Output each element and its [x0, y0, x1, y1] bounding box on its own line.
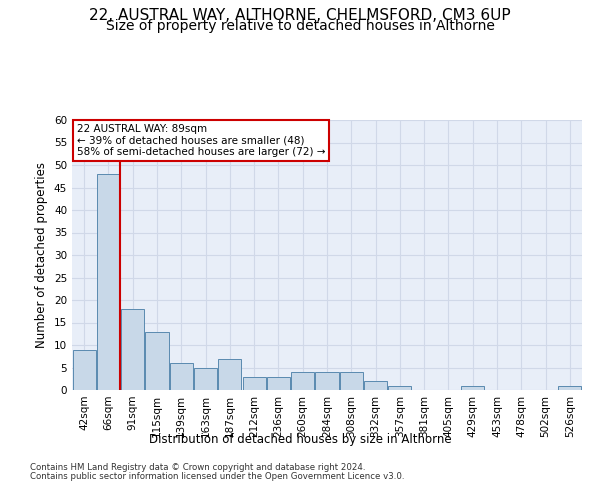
Bar [97, 174, 120, 390]
Text: Contains public sector information licensed under the Open Government Licence v3: Contains public sector information licen… [30, 472, 404, 481]
Text: 22, AUSTRAL WAY, ALTHORNE, CHELMSFORD, CM3 6UP: 22, AUSTRAL WAY, ALTHORNE, CHELMSFORD, C… [89, 8, 511, 22]
Bar [121, 309, 144, 390]
Bar [242, 376, 266, 390]
Bar [340, 372, 363, 390]
Bar [316, 372, 338, 390]
Bar [145, 332, 169, 390]
Y-axis label: Number of detached properties: Number of detached properties [35, 162, 49, 348]
Text: Size of property relative to detached houses in Althorne: Size of property relative to detached ho… [106, 19, 494, 33]
Text: Distribution of detached houses by size in Althorne: Distribution of detached houses by size … [149, 432, 451, 446]
Bar [388, 386, 412, 390]
Bar [73, 350, 95, 390]
Text: Contains HM Land Registry data © Crown copyright and database right 2024.: Contains HM Land Registry data © Crown c… [30, 464, 365, 472]
Bar [291, 372, 314, 390]
Bar [559, 386, 581, 390]
Bar [194, 368, 217, 390]
Text: 22 AUSTRAL WAY: 89sqm
← 39% of detached houses are smaller (48)
58% of semi-deta: 22 AUSTRAL WAY: 89sqm ← 39% of detached … [77, 124, 326, 157]
Bar [461, 386, 484, 390]
Bar [170, 363, 193, 390]
Bar [364, 381, 387, 390]
Bar [218, 358, 241, 390]
Bar [267, 376, 290, 390]
